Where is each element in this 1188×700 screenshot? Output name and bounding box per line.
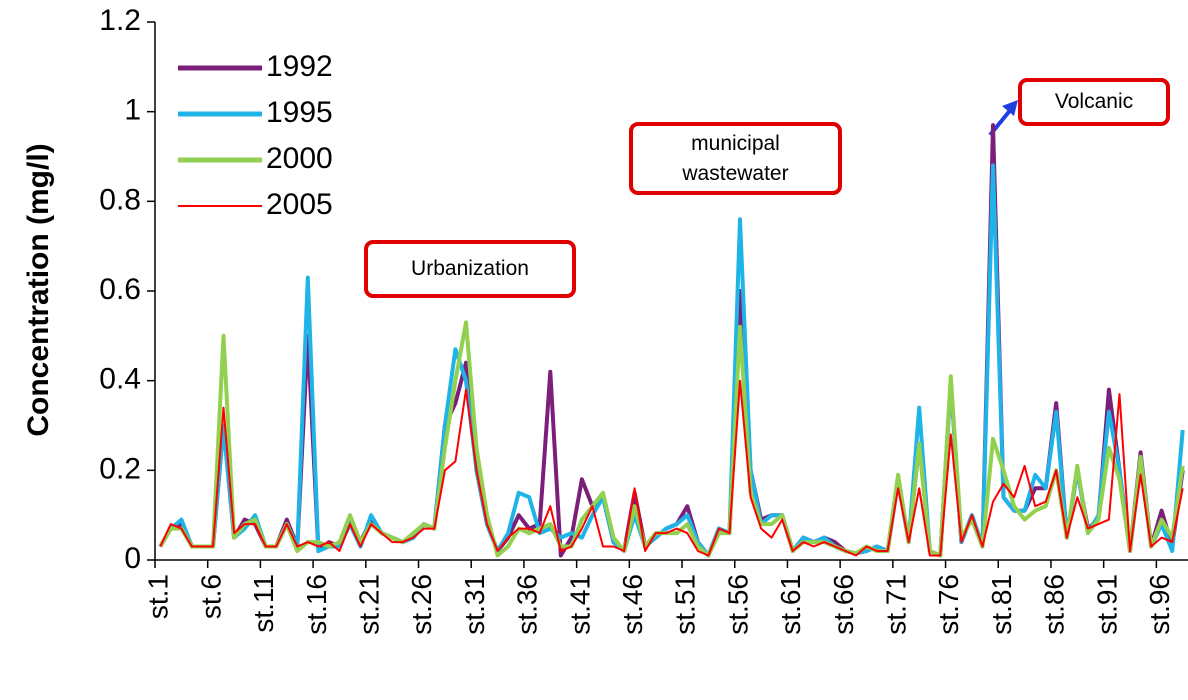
x-tick-label: st.31 bbox=[459, 574, 490, 635]
arrow-head bbox=[1002, 100, 1018, 116]
y-tick-label: 0.2 bbox=[99, 452, 141, 485]
x-tick-label: st.51 bbox=[670, 574, 701, 635]
annotation: municipal wastewater bbox=[629, 122, 842, 195]
x-tick-label: st.36 bbox=[512, 574, 543, 635]
legend-label: 2005 bbox=[266, 188, 333, 221]
series-line bbox=[158, 320, 1185, 558]
x-tick-label: st.11 bbox=[248, 574, 279, 633]
x-tick-label: st.66 bbox=[828, 574, 859, 635]
x-tick-label: st.46 bbox=[617, 574, 648, 635]
series-line bbox=[158, 163, 1185, 558]
x-tick-label: st.41 bbox=[564, 574, 595, 635]
x-tick-label: st.96 bbox=[1144, 574, 1175, 635]
x-tick-label: st.81 bbox=[986, 574, 1017, 635]
legend-label: 1995 bbox=[266, 96, 333, 129]
y-tick-label: 1.2 bbox=[99, 4, 141, 37]
x-tick-label: st.61 bbox=[775, 574, 806, 635]
y-tick-label: 0.8 bbox=[99, 183, 141, 216]
x-tick-label: st.1 bbox=[143, 574, 174, 619]
x-tick-label: st.91 bbox=[1091, 574, 1122, 635]
y-tick-label: 1 bbox=[124, 94, 141, 127]
y-axis-title: Concentration (mg/l) bbox=[22, 143, 55, 436]
series-line bbox=[159, 379, 1184, 557]
x-tick-label: st.16 bbox=[301, 574, 332, 635]
x-tick-label: st.6 bbox=[195, 574, 226, 619]
annotation: Volcanic bbox=[1018, 78, 1170, 126]
legend-label: 2000 bbox=[266, 142, 333, 175]
x-tick-label: st.76 bbox=[933, 574, 964, 635]
x-tick-label: st.26 bbox=[406, 574, 437, 635]
x-tick-label: st.86 bbox=[1039, 574, 1070, 635]
y-tick-label: 0.6 bbox=[99, 273, 141, 306]
x-tick-label: st.56 bbox=[722, 574, 753, 635]
y-tick-label: 0.4 bbox=[99, 363, 141, 396]
x-tick-label: st.21 bbox=[353, 574, 384, 635]
legend-label: 1992 bbox=[266, 50, 333, 83]
y-tick-label: 0 bbox=[124, 542, 141, 575]
x-tick-label: st.71 bbox=[881, 574, 912, 635]
annotation: Urbanization bbox=[364, 240, 576, 298]
